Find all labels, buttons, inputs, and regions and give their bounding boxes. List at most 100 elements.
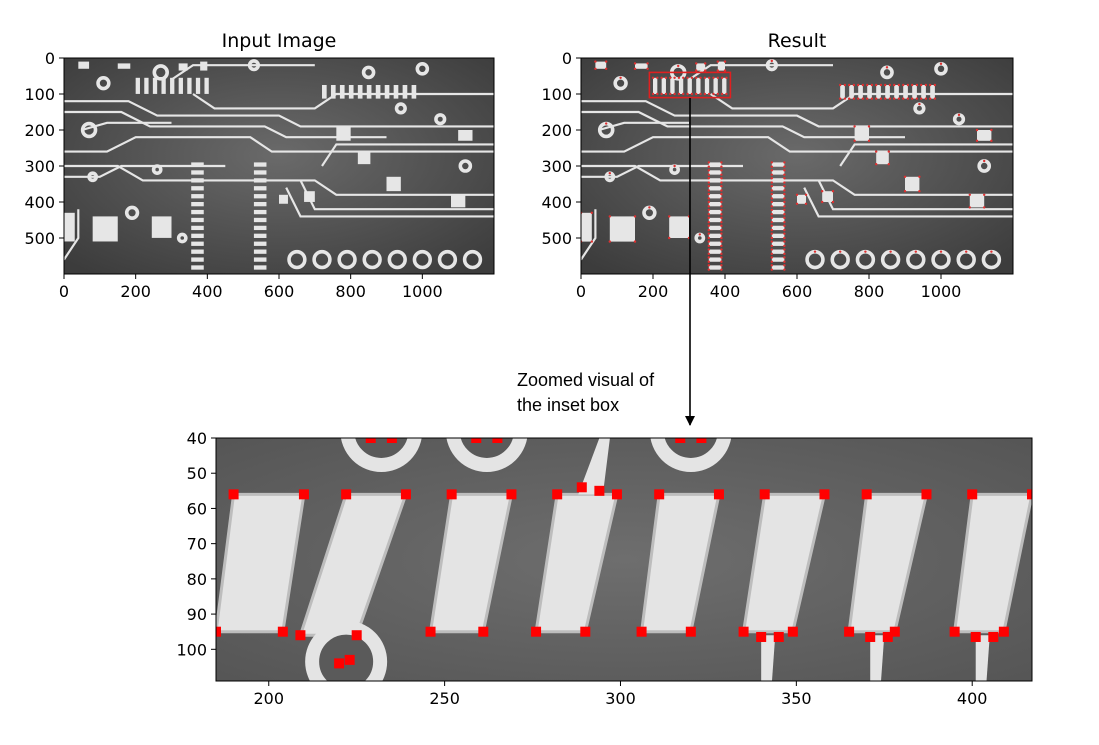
pcb-image-input: [64, 58, 494, 274]
corner-marker: [804, 193, 808, 196]
corner-marker: [957, 113, 961, 117]
corner-marker: [770, 200, 773, 204]
pcb-pad: [375, 85, 381, 99]
x-tick-label: 600: [782, 282, 813, 301]
corner-marker: [783, 184, 786, 188]
x-tick-label: 300: [605, 689, 636, 708]
corner-marker: [707, 216, 710, 220]
zoom-trace: [870, 635, 885, 681]
corner-marker: [365, 438, 376, 443]
corner-marker: [889, 250, 892, 253]
corner-marker: [720, 197, 723, 200]
y-tick-label: 200: [541, 121, 572, 140]
pcb-pad: [253, 241, 267, 246]
pcb-pad: [191, 265, 204, 270]
corner-marker: [605, 67, 608, 71]
pcb-trace: [170, 64, 315, 81]
pcb-pad: [191, 209, 204, 215]
pcb-pad: [253, 178, 267, 183]
corner-marker: [656, 92, 659, 96]
corner-marker: [866, 83, 869, 87]
pcb-pad: [152, 77, 158, 94]
corner-marker: [773, 631, 784, 642]
pcb-pad: [905, 176, 920, 192]
corner-marker: [783, 216, 786, 220]
corner-marker: [770, 252, 773, 256]
zoom-trace: [975, 635, 990, 681]
pcb-pad: [191, 249, 204, 254]
corner-marker: [884, 83, 887, 87]
corner-marker: [619, 76, 622, 80]
corner-marker: [703, 92, 707, 96]
pcb-trace: [321, 143, 494, 167]
corner-marker: [783, 228, 786, 232]
pcb-pad: [708, 225, 722, 231]
corner-marker: [866, 97, 869, 100]
corner-marker: [707, 205, 710, 208]
panel-result: Result 0 200 400 600 800 1000 0 100 200 300 400 500: [541, 30, 1014, 301]
pcb-pad: [885, 85, 890, 99]
zoom-pads: [216, 438, 1032, 681]
pcb-pad: [771, 265, 785, 270]
pcb-pad: [708, 202, 722, 207]
corner-marker: [848, 97, 851, 100]
corner-marker: [865, 631, 876, 642]
corner-marker: [970, 631, 981, 642]
y-tick-label: 500: [541, 229, 572, 248]
corner-marker: [843, 83, 847, 87]
corner-marker: [660, 76, 663, 80]
corner-marker: [889, 626, 900, 637]
corner-marker: [770, 161, 773, 164]
corner-marker: [870, 97, 874, 100]
corner-marker: [720, 181, 723, 184]
corner-marker: [720, 76, 724, 80]
corner-marker: [770, 228, 773, 232]
pcb-trace: [581, 100, 1013, 128]
corner-marker: [906, 97, 910, 100]
corner-marker: [611, 489, 622, 500]
zoom-via: [650, 438, 732, 472]
pcb-pad: [921, 85, 926, 99]
corner-marker: [857, 83, 860, 87]
corner-marker: [903, 175, 907, 178]
corner-marker: [651, 76, 655, 80]
corner-marker: [723, 69, 727, 72]
corner-marker: [685, 626, 696, 637]
corner-marker: [703, 76, 707, 80]
corner-marker: [983, 159, 986, 163]
x-tick-label: 350: [781, 689, 812, 708]
corner-marker: [783, 177, 786, 180]
corner-marker: [552, 489, 563, 500]
pcb-pad: [678, 77, 684, 94]
corner-marker: [924, 83, 928, 87]
pcb-pad: [771, 241, 785, 246]
corner-marker: [646, 67, 649, 71]
corner-marker: [707, 161, 710, 164]
pcb-pad: [253, 217, 267, 223]
zoom-via: [340, 438, 422, 472]
corner-marker: [867, 139, 871, 142]
corner-marker: [707, 76, 711, 80]
corner-marker: [875, 163, 878, 166]
pcb-pad: [393, 85, 399, 99]
corner-marker: [707, 264, 710, 267]
x-tick-label: 0: [576, 282, 586, 301]
corner-marker: [648, 206, 651, 209]
corner-marker: [677, 92, 681, 96]
x-tick-label: 1000: [402, 282, 443, 301]
pcb-pad: [402, 85, 408, 99]
corner-marker: [852, 97, 856, 100]
corner-marker: [770, 184, 773, 188]
corner-marker: [783, 248, 786, 251]
pcb-trace: [581, 110, 905, 139]
corner-marker: [770, 213, 773, 216]
corner-marker: [704, 62, 707, 65]
zoom-annotation: Zoomed visual of the inset box: [517, 368, 654, 418]
corner-marker: [939, 250, 943, 253]
pcb-via: [87, 171, 99, 183]
pcb-pad: [253, 209, 267, 215]
corner-marker: [690, 92, 694, 96]
y-tick-label: 100: [541, 85, 572, 104]
corner-marker: [334, 658, 345, 669]
corner-marker: [668, 215, 671, 218]
